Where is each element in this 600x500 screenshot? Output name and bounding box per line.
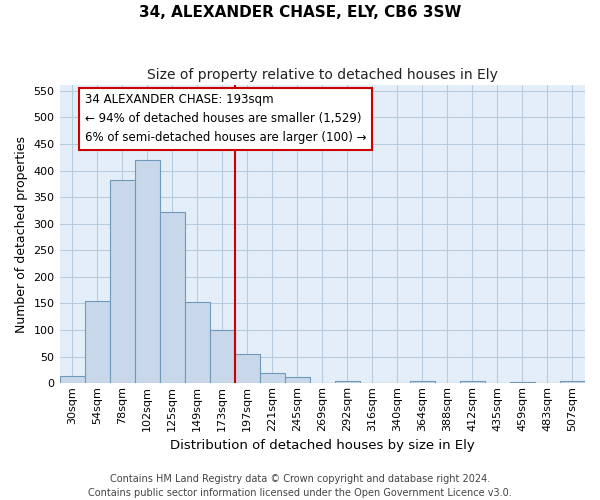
Bar [335,380,360,384]
Bar [510,382,535,384]
Bar [134,160,160,384]
Text: 34, ALEXANDER CHASE, ELY, CB6 3SW: 34, ALEXANDER CHASE, ELY, CB6 3SW [139,5,461,20]
Text: Contains HM Land Registry data © Crown copyright and database right 2024.
Contai: Contains HM Land Registry data © Crown c… [88,474,512,498]
Bar [160,212,185,384]
Bar [285,378,310,384]
Text: 34 ALEXANDER CHASE: 193sqm
← 94% of detached houses are smaller (1,529)
6% of se: 34 ALEXANDER CHASE: 193sqm ← 94% of deta… [85,94,366,144]
Bar [560,381,585,384]
Bar [185,302,209,384]
Title: Size of property relative to detached houses in Ely: Size of property relative to detached ho… [147,68,498,82]
Bar [260,372,285,384]
Bar [59,376,85,384]
X-axis label: Distribution of detached houses by size in Ely: Distribution of detached houses by size … [170,440,475,452]
Bar [460,381,485,384]
Bar [209,330,235,384]
Bar [410,381,435,384]
Y-axis label: Number of detached properties: Number of detached properties [15,136,28,333]
Bar [110,180,134,384]
Bar [235,354,260,384]
Bar [85,301,110,384]
